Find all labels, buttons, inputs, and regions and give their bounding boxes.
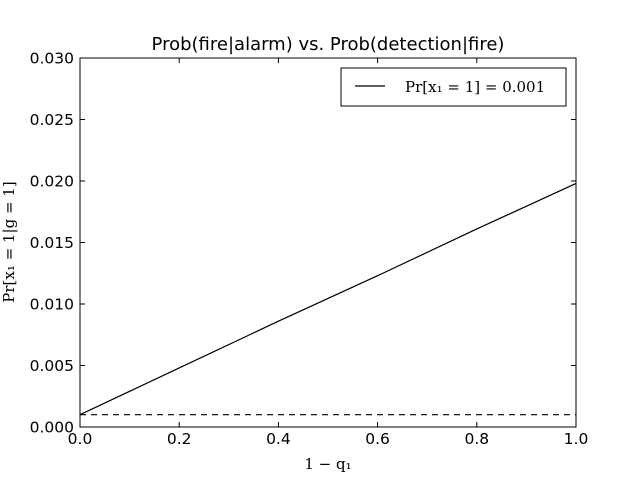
legend-entry-label: Pr[x₁ = 1] = 0.001 — [405, 78, 545, 96]
legend-box — [340, 67, 567, 107]
series-layer — [79, 182, 577, 416]
plot-area — [80, 58, 576, 427]
y-axis-label: Pr[x₁ = 1|g = 1] — [0, 181, 18, 302]
legend: Pr[x₁ = 1] = 0.001 — [340, 67, 567, 107]
ticks-layer: 0.0 0.2 0.4 0.6 0.8 1.0 0.000 0.005 0.010 0.015 0.… — [30, 50, 589, 449]
x-tick-label: 0.2 — [167, 430, 192, 448]
x-tick-label: 0.4 — [266, 430, 291, 448]
y-tick-label: 0.005 — [30, 357, 74, 375]
chart-title: Prob(fire|alarm) vs. Prob(detection|fire… — [152, 34, 505, 55]
y-tick-label: 0.010 — [30, 296, 74, 314]
x-tick-label: 0.0 — [68, 430, 93, 448]
y-tick-label: 0.020 — [30, 173, 74, 191]
x-tick-label: 1.0 — [564, 430, 589, 448]
plot-frame — [79, 57, 577, 428]
y-tick-label: 0.000 — [30, 419, 74, 437]
y-tick-label: 0.025 — [30, 111, 74, 129]
x-tick-label: 0.8 — [464, 430, 489, 448]
x-tick-label: 0.6 — [365, 430, 390, 448]
series-line — [79, 182, 577, 416]
x-axis-label: 1 − q₁ — [304, 455, 351, 473]
y-tick-label: 0.015 — [30, 234, 74, 252]
y-tick-label: 0.030 — [30, 50, 74, 68]
